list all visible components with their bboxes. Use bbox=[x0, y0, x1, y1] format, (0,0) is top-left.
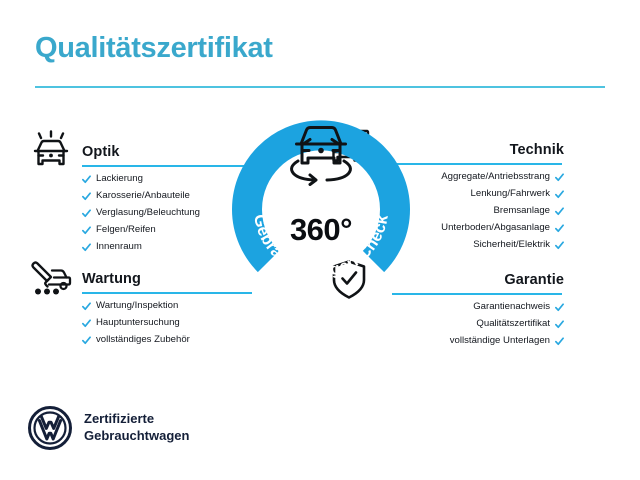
list-item-label: Aggregate/Antriebsstrang bbox=[441, 171, 550, 182]
check-icon bbox=[82, 191, 91, 201]
list-item-label: Unterboden/Abgasanlage bbox=[441, 222, 550, 234]
car-shine-icon bbox=[28, 130, 74, 174]
check-icon bbox=[555, 302, 564, 312]
list-item-label: Sicherheit/Elektrik bbox=[473, 239, 550, 251]
list-item: Karosserie/Anbauteile bbox=[82, 190, 254, 202]
list-item-label: Hauptuntersuchung bbox=[96, 317, 180, 329]
checklist-optik: Lackierung Karosserie/Anbauteile Verglas… bbox=[82, 173, 254, 259]
vw-certified-label: Zertifizierte Gebrauchtwagen bbox=[84, 411, 190, 443]
section-divider bbox=[82, 292, 252, 294]
badge-360-check: Gebrauchtwagen-Check bbox=[228, 116, 414, 302]
list-item: vollständige Unterlagen bbox=[392, 336, 564, 346]
list-item: Unterboden/Abgasanlage bbox=[392, 223, 564, 233]
shield-check-icon bbox=[326, 258, 372, 302]
list-item: Sicherheit/Elektrik bbox=[392, 240, 564, 250]
list-item: Qualitätszertifikat bbox=[392, 318, 564, 330]
check-icon bbox=[82, 243, 91, 252]
list-item: Innenraum bbox=[82, 242, 254, 252]
section-title: Technik bbox=[509, 142, 564, 158]
list-item: Felgen/Reifen bbox=[82, 225, 254, 235]
checklist-technik: Aggregate/Antriebsstrang Lenkung/Fahrwer… bbox=[392, 171, 564, 257]
check-icon bbox=[555, 172, 564, 182]
list-item: Lenkung/Fahrwerk bbox=[392, 188, 564, 200]
section-header-wartung: Wartung bbox=[82, 271, 254, 294]
check-icon bbox=[555, 207, 564, 216]
list-item: Verglasung/Beleuchtung bbox=[82, 208, 254, 218]
check-icon bbox=[82, 301, 91, 311]
list-item: Hauptuntersuchung bbox=[82, 317, 254, 329]
list-item-label: Garantienachweis bbox=[473, 301, 550, 312]
list-item-label: Felgen/Reifen bbox=[96, 224, 156, 236]
section-header-garantie: Garantie bbox=[392, 272, 564, 295]
check-icon bbox=[555, 241, 564, 250]
check-icon bbox=[82, 318, 91, 328]
list-item-label: vollständiges Zubehör bbox=[96, 334, 190, 346]
list-item: Bremsanlage bbox=[392, 206, 564, 216]
section-divider bbox=[82, 165, 252, 167]
list-item: Aggregate/Antriebsstrang bbox=[392, 171, 564, 182]
list-item-label: Innenraum bbox=[96, 241, 142, 253]
badge-degree-value: 360° bbox=[289, 212, 353, 247]
section-title: Optik bbox=[82, 144, 120, 160]
checklist-garantie: Garantienachweis Qualitätszertifikat vol… bbox=[392, 301, 564, 353]
list-item: Garantienachweis bbox=[392, 301, 564, 312]
list-item-label: Qualitätszertifikat bbox=[476, 318, 550, 330]
list-item: vollständiges Zubehör bbox=[82, 335, 254, 345]
title-divider bbox=[35, 86, 605, 88]
list-item-label: Wartung/Inspektion bbox=[96, 300, 179, 311]
check-icon bbox=[82, 226, 91, 235]
section-title: Garantie bbox=[504, 272, 564, 288]
list-item-label: Bremsanlage bbox=[493, 205, 550, 217]
section-divider bbox=[392, 163, 562, 165]
check-icon bbox=[555, 337, 564, 346]
car-rotate-icon bbox=[279, 114, 363, 186]
list-item-label: Karosserie/Anbauteile bbox=[96, 190, 190, 202]
vw-certified-footer: Zertifizierte Gebrauchtwagen bbox=[28, 406, 189, 450]
section-header-technik: Technik bbox=[392, 142, 564, 165]
list-item-label: Verglasung/Beleuchtung bbox=[96, 207, 201, 219]
section-header-optik: Optik bbox=[82, 144, 254, 167]
section-divider bbox=[392, 293, 562, 295]
list-item: Lackierung bbox=[82, 173, 254, 184]
wrench-car-icon bbox=[28, 257, 74, 301]
check-icon bbox=[555, 319, 564, 329]
check-icon bbox=[82, 336, 91, 345]
section-title: Wartung bbox=[82, 271, 141, 287]
list-item-label: Lenkung/Fahrwerk bbox=[470, 188, 550, 200]
checklist-wartung: Wartung/Inspektion Hauptuntersuchung vol… bbox=[82, 300, 254, 352]
check-icon bbox=[82, 174, 91, 184]
list-item: Wartung/Inspektion bbox=[82, 300, 254, 311]
check-icon bbox=[82, 209, 91, 218]
check-icon bbox=[555, 189, 564, 199]
vw-logo bbox=[28, 406, 72, 450]
list-item-label: Lackierung bbox=[96, 173, 143, 184]
list-item-label: vollständige Unterlagen bbox=[449, 335, 550, 347]
page-title: Qualitätszertifikat bbox=[35, 32, 273, 64]
check-icon bbox=[555, 224, 564, 233]
